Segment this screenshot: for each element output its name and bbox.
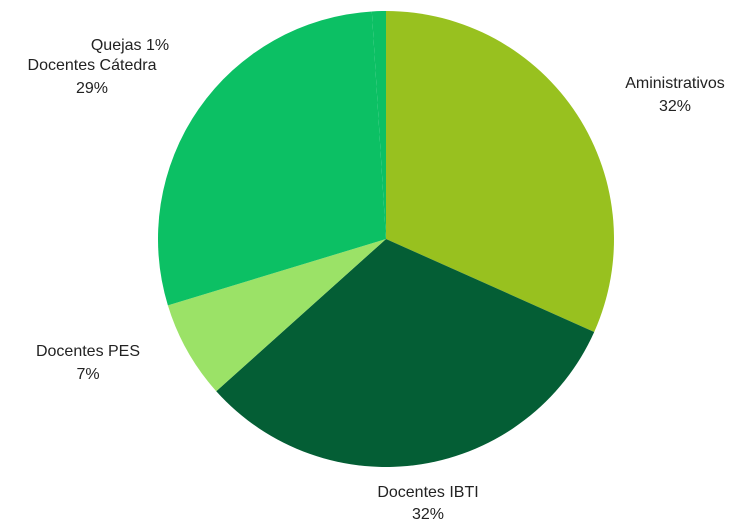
label-catedra-name: Docentes Cátedra — [28, 57, 157, 74]
pie-slice-quejas — [371, 10, 386, 239]
label-ibti-name: Docentes IBTI — [377, 484, 478, 501]
pie-slice-docentes-c-tedra — [157, 11, 386, 306]
label-catedra-pct: 29% — [76, 80, 108, 97]
label-ibti-pct: 32% — [412, 506, 444, 522]
pie-slice-docentes-ibti — [216, 239, 595, 467]
label-pes-pct: 7% — [76, 366, 99, 383]
label-aministrativos-pct: 32% — [659, 98, 691, 115]
pie-slices — [157, 10, 614, 467]
pie-slice-aministrativos — [386, 11, 614, 332]
label-aministrativos-name: Aministrativos — [625, 75, 725, 92]
pie-slice-docentes-pes — [167, 239, 386, 392]
label-quejas: Quejas 1% — [91, 37, 169, 54]
label-pes-name: Docentes PES — [36, 343, 140, 360]
